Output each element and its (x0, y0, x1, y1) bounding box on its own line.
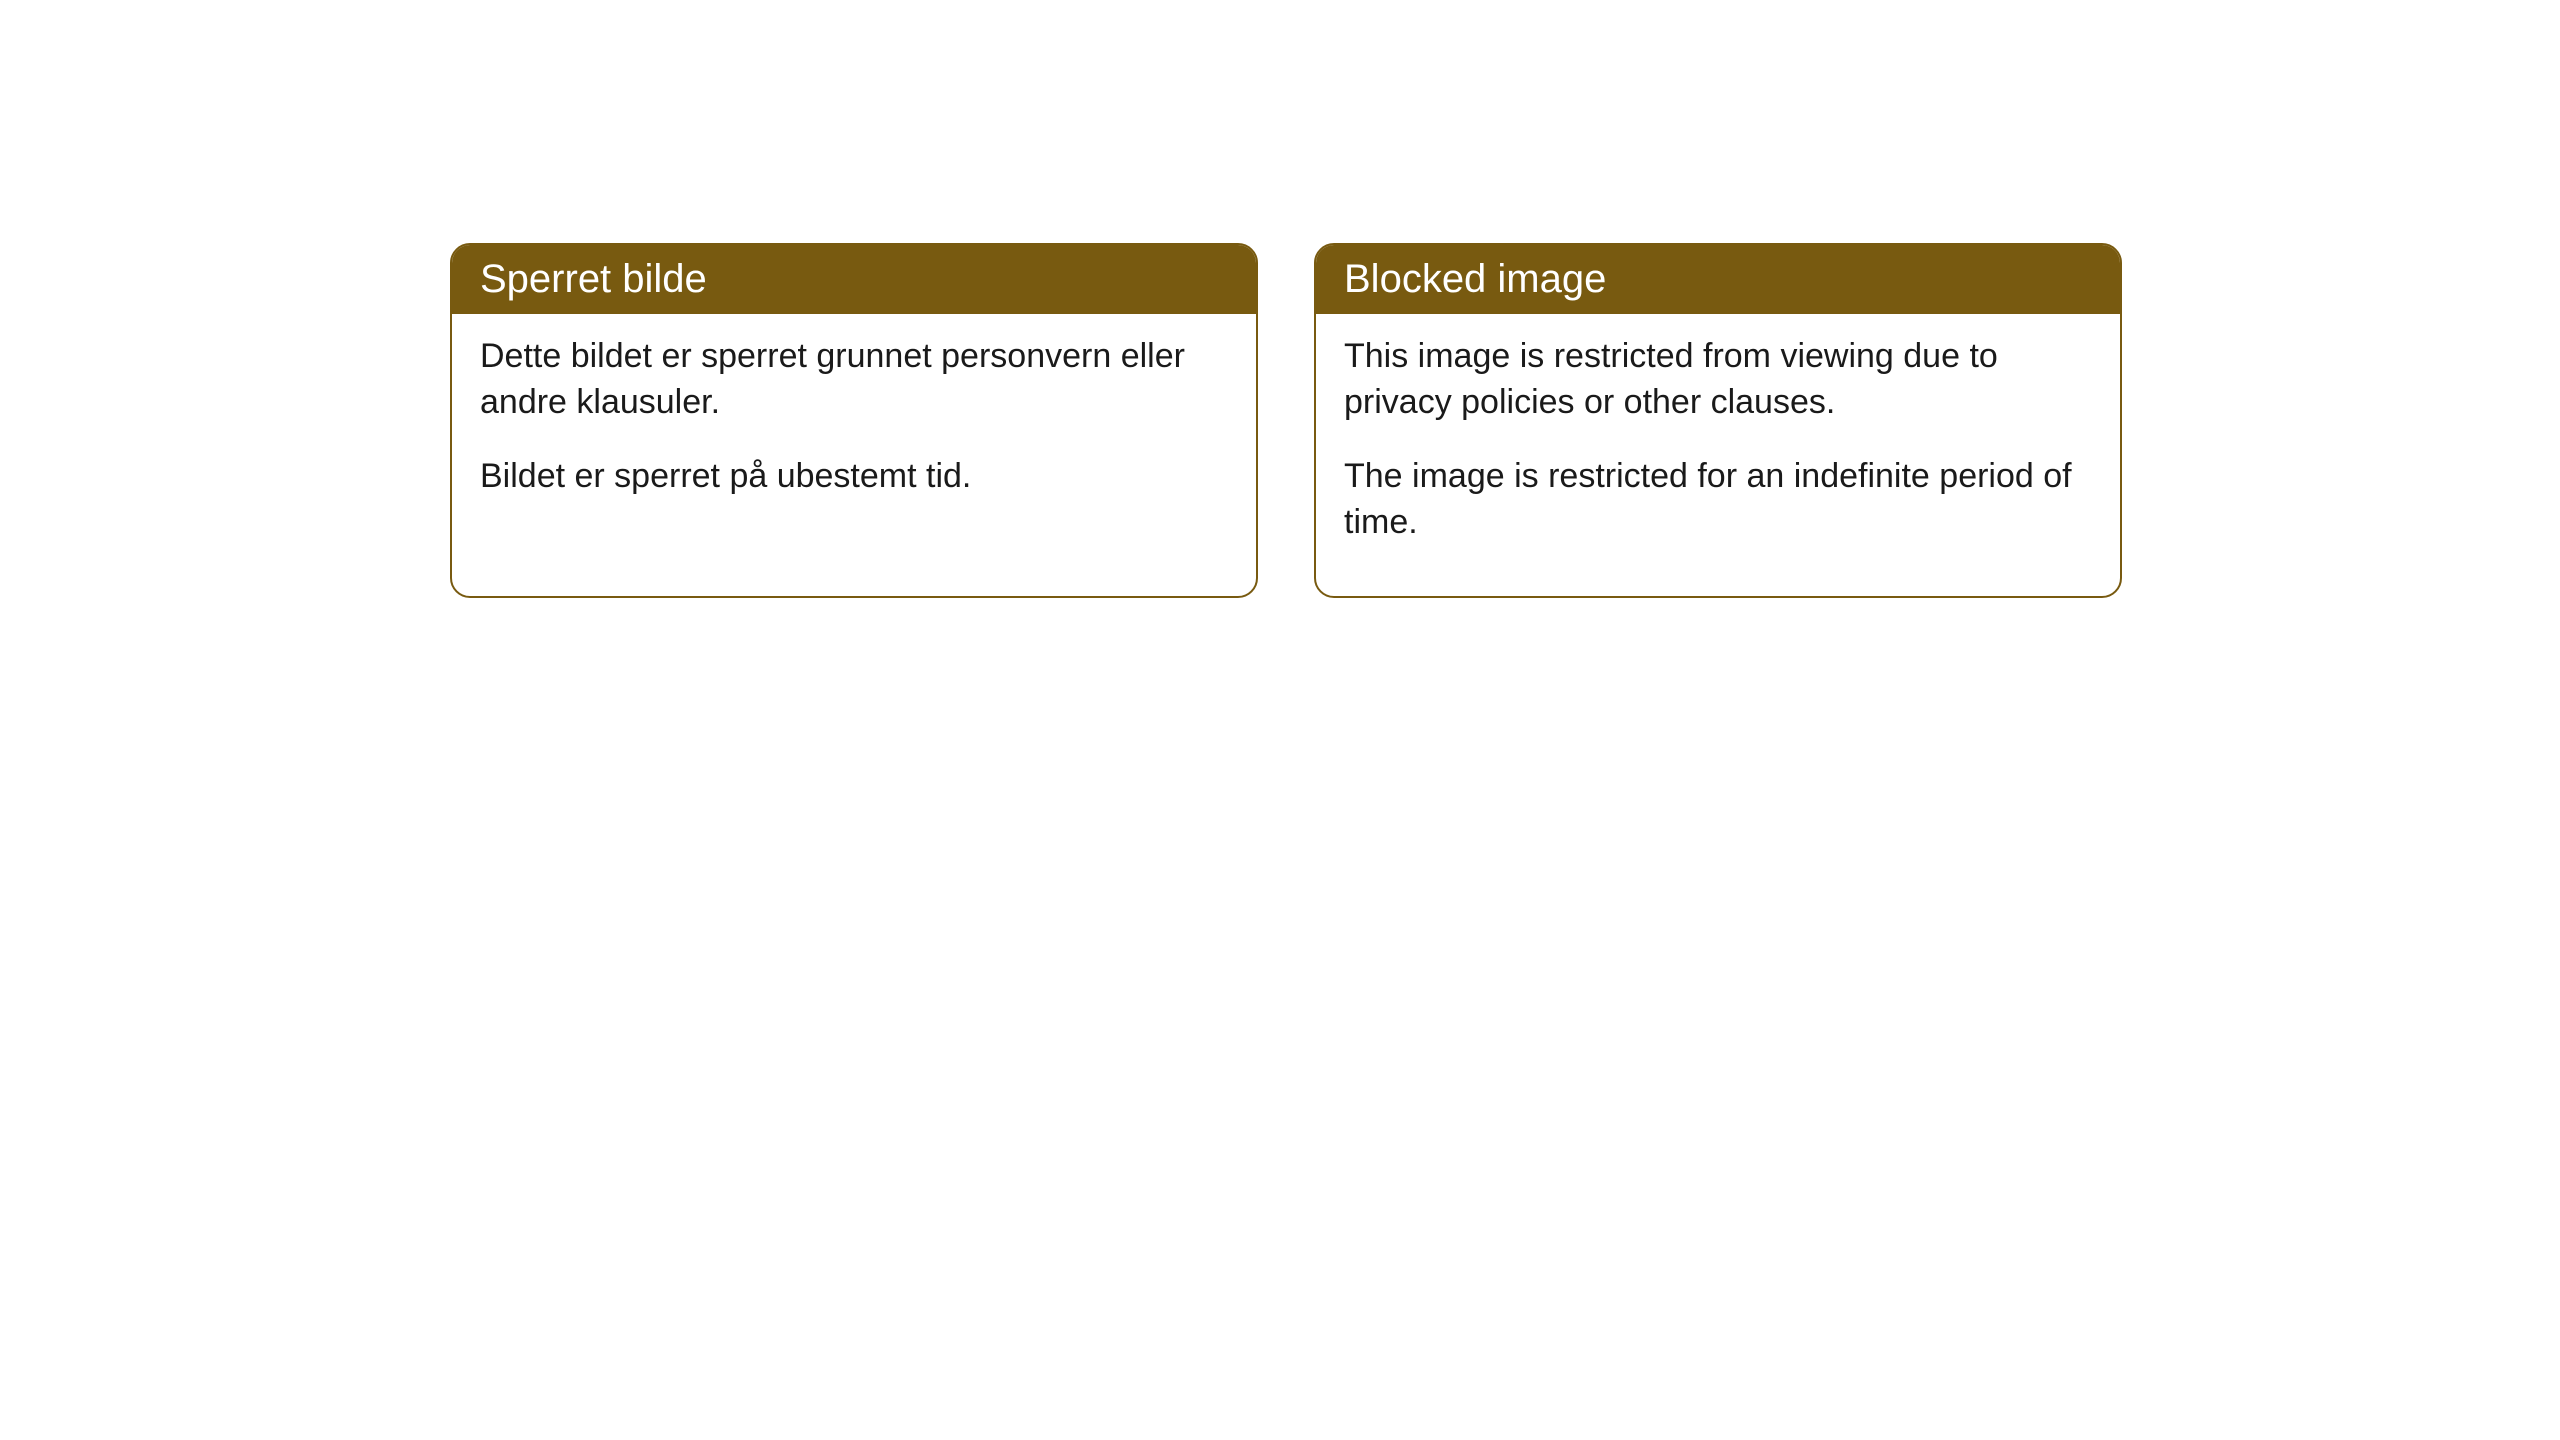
card-paragraph: The image is restricted for an indefinit… (1344, 454, 2092, 546)
card-paragraph: Bildet er sperret på ubestemt tid. (480, 454, 1228, 500)
card-header: Sperret bilde (452, 245, 1256, 314)
card-paragraph: Dette bildet er sperret grunnet personve… (480, 334, 1228, 426)
card-header: Blocked image (1316, 245, 2120, 314)
card-body: This image is restricted from viewing du… (1316, 314, 2120, 596)
card-paragraph: This image is restricted from viewing du… (1344, 334, 2092, 426)
notice-card-english: Blocked image This image is restricted f… (1314, 243, 2122, 598)
card-title: Sperret bilde (480, 257, 707, 301)
card-title: Blocked image (1344, 257, 1606, 301)
notice-cards-container: Sperret bilde Dette bildet er sperret gr… (0, 0, 2560, 598)
notice-card-norwegian: Sperret bilde Dette bildet er sperret gr… (450, 243, 1258, 598)
card-body: Dette bildet er sperret grunnet personve… (452, 314, 1256, 550)
